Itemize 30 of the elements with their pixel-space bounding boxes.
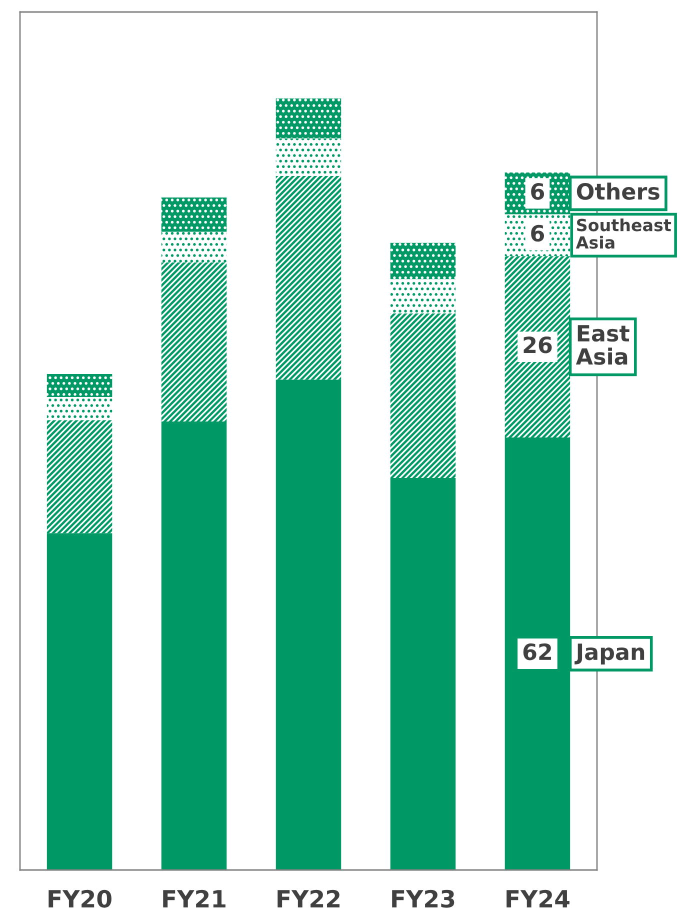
bar xyxy=(276,176,342,380)
bar xyxy=(276,380,342,870)
bar xyxy=(390,242,456,280)
bar xyxy=(46,397,112,420)
data-label: 6 xyxy=(531,183,544,200)
series-label: Southeast Asia xyxy=(576,218,672,249)
bar xyxy=(390,478,456,870)
bar xyxy=(504,256,570,438)
x-tick-label: FY20 xyxy=(48,890,112,908)
bar xyxy=(46,420,112,534)
bar xyxy=(390,279,456,314)
x-tick-label: FY23 xyxy=(392,890,454,908)
bar xyxy=(161,198,227,232)
x-tick-label: FY24 xyxy=(506,890,570,908)
series-label: East Asia xyxy=(576,325,630,365)
series-label: Japan xyxy=(574,644,644,665)
bar xyxy=(46,533,112,870)
bar xyxy=(46,374,112,398)
x-tick-label: FY22 xyxy=(278,890,340,908)
bar xyxy=(390,313,456,478)
bar xyxy=(161,262,227,422)
data-label: 26 xyxy=(524,336,552,354)
bar xyxy=(161,232,227,262)
series-label: Others xyxy=(576,182,660,200)
bar xyxy=(161,421,227,870)
data-label: 6 xyxy=(531,224,544,242)
bar xyxy=(276,98,342,138)
x-tick-label: FY21 xyxy=(163,890,226,908)
bar xyxy=(276,138,342,176)
data-label: 62 xyxy=(523,643,551,660)
